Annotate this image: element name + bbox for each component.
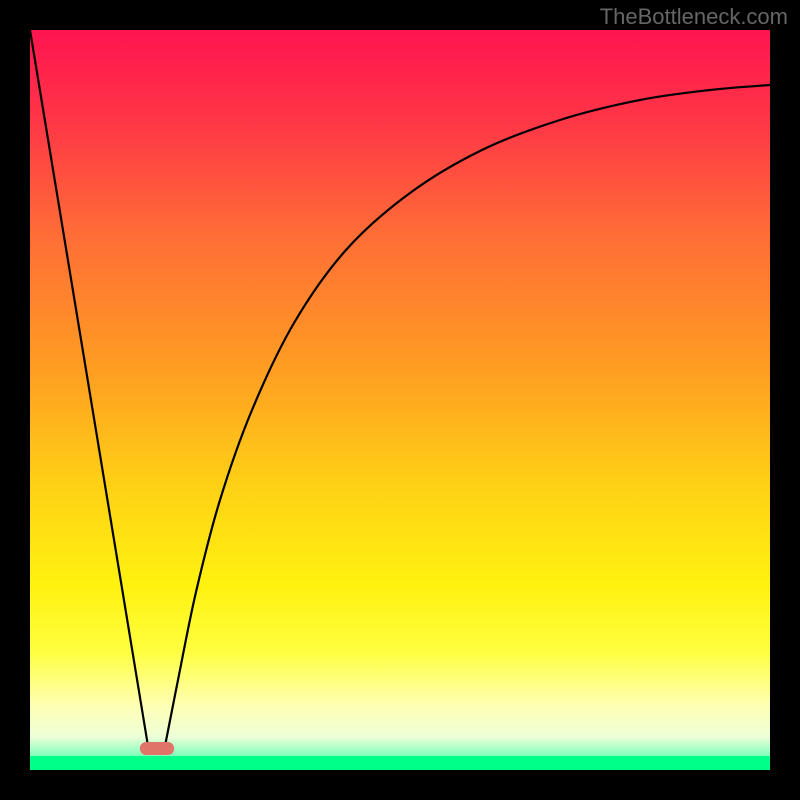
plot-background — [30, 30, 770, 770]
bottleneck-marker — [140, 742, 174, 755]
chart-container: TheBottleneck.com — [0, 0, 800, 800]
watermark-text: TheBottleneck.com — [600, 4, 788, 30]
green-band — [30, 756, 770, 770]
chart-svg — [0, 0, 800, 800]
